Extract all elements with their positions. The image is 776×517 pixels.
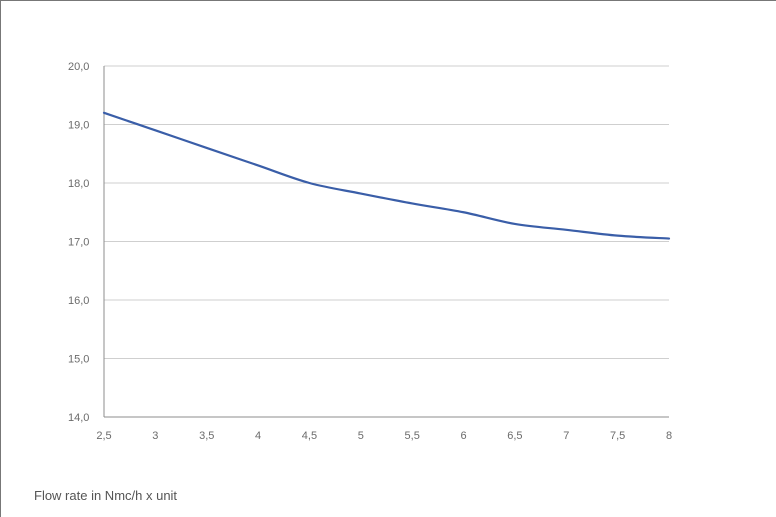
y-tick-label-3: 17,0	[68, 237, 89, 249]
y-tick-label-2: 16,0	[68, 295, 89, 307]
y-tick-label-6: 20,0	[68, 61, 89, 73]
y-tick-label-4: 18,0	[68, 178, 89, 190]
x-tick-labels: 2,5 3 3,5 4 4,5 5 5,5 6 6,5 7 7,5 8	[96, 430, 672, 442]
x-tick-label-9: 7	[563, 430, 569, 442]
x-tick-label-6: 5,5	[405, 430, 420, 442]
y-tick-label-5: 19,0	[68, 120, 89, 132]
x-tick-label-7: 6	[460, 430, 466, 442]
series-group	[102, 111, 671, 240]
x-tick-label-2: 3,5	[199, 430, 214, 442]
series-line-0	[102, 111, 671, 240]
y-tick-labels: 14,0 15,0 16,0 17,0 18,0 19,0 20,0	[68, 61, 89, 424]
x-tick-label-11: 8	[666, 430, 672, 442]
grid-lines	[104, 65, 669, 359]
x-tick-label-0: 2,5	[96, 430, 111, 442]
x-tick-label-4: 4,5	[302, 430, 317, 442]
x-tick-label-5: 5	[358, 430, 364, 442]
x-tick-label-3: 4	[255, 430, 261, 442]
x-tick-label-1: 3	[152, 430, 158, 442]
x-tick-label-10: 7,5	[610, 430, 625, 442]
x-tick-label-8: 6,5	[507, 430, 522, 442]
y-tick-label-0: 14,0	[68, 412, 89, 424]
x-axis-label: Flow rate in Nmc/h x unit	[34, 488, 178, 503]
y-tick-label-1: 15,0	[68, 354, 89, 366]
axes	[103, 66, 669, 418]
